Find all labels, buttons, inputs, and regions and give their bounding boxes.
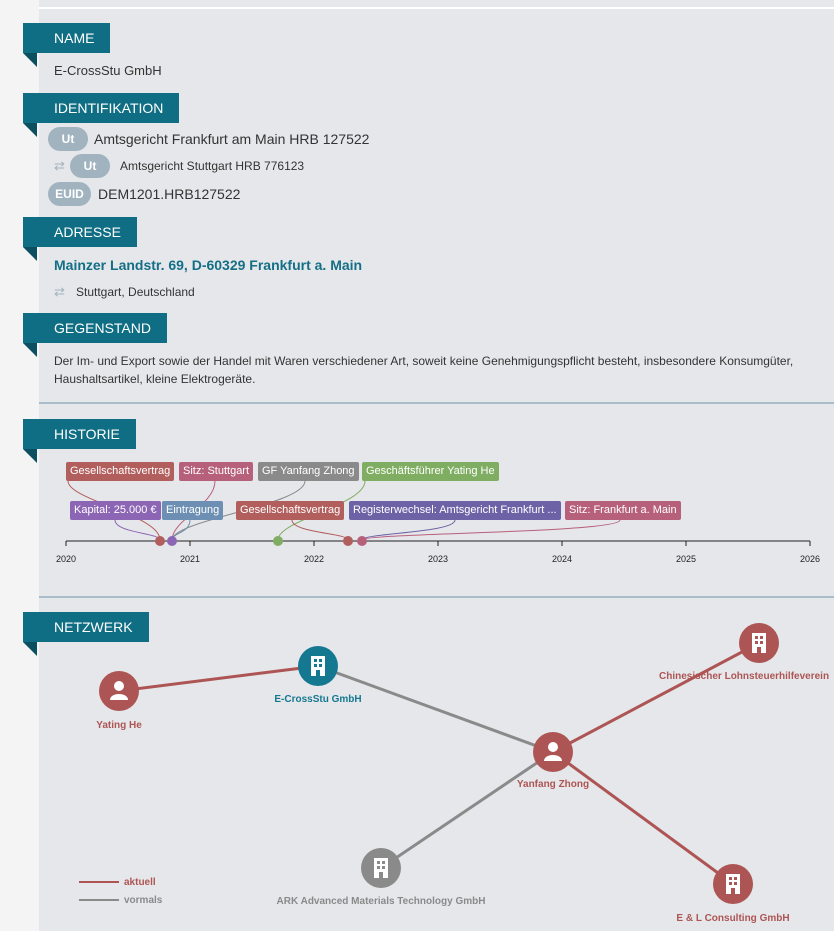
network-node-label: ARK Advanced Materials Technology GmbH xyxy=(277,896,486,907)
timeline-year-label: 2020 xyxy=(56,554,76,564)
register-current: Amtsgericht Frankfurt am Main HRB 127522 xyxy=(94,131,370,147)
timeline-event-label[interactable]: GF Yanfang Zhong xyxy=(258,462,359,481)
euid-badge: EUID xyxy=(48,182,91,206)
register-badge: Ut xyxy=(70,154,110,178)
company-purpose: Der Im- und Export sowie der Handel mit … xyxy=(54,354,794,386)
timeline-event-label[interactable]: Gesellschaftsvertrag xyxy=(66,462,175,481)
network-node-label: Yating He xyxy=(96,720,142,731)
timeline-event-label[interactable]: Registerwechsel: Amtsgericht Frankfurt .… xyxy=(349,501,561,520)
network-graph: Yating He E-CrossStu GmbH Yanfang Zhong … xyxy=(79,623,829,924)
section-divider xyxy=(39,596,834,598)
euid-value: DEM1201.HRB127522 xyxy=(98,186,241,202)
timeline-event-label[interactable]: Geschäftsführer Yating He xyxy=(362,462,499,481)
register-previous: Amtsgericht Stuttgart HRB 776123 xyxy=(120,159,305,173)
company-name: E-CrossStu GmbH xyxy=(54,63,162,78)
register-badge: Ut xyxy=(48,127,88,151)
network-node-e-crossstu[interactable] xyxy=(298,646,338,686)
timeline-dot[interactable] xyxy=(167,536,177,546)
previous-address: Stuttgart, Deutschland xyxy=(76,285,195,299)
network-node-yanfang-zhong[interactable] xyxy=(533,732,573,772)
legend-label: vormals xyxy=(124,895,163,906)
network-edge xyxy=(317,664,554,754)
timeline-event-label[interactable]: Eintragung xyxy=(162,501,224,520)
legend-label: aktuell xyxy=(124,877,156,888)
network-edge xyxy=(118,664,319,693)
section-header-historie: HISTORIE xyxy=(23,419,136,463)
section-header-identifikation: IDENTIFIKATION xyxy=(23,93,180,137)
section-header-netzwerk: NETZWERK xyxy=(23,612,149,656)
network-edge xyxy=(552,750,734,886)
network-node-yating-he[interactable] xyxy=(99,671,139,711)
timeline-event-label[interactable]: Sitz: Frankfurt a. Main xyxy=(565,501,681,520)
network-edge xyxy=(380,750,554,870)
timeline-year-label: 2022 xyxy=(304,554,324,564)
timeline-dot[interactable] xyxy=(357,536,367,546)
network-node-el-consulting[interactable] xyxy=(713,864,753,904)
timeline-connectors: 2020 2021 2022 2023 2024 2025 2026 xyxy=(56,480,820,564)
switch-arrows-icon: ⇄ xyxy=(54,158,65,173)
timeline-year-label: 2026 xyxy=(800,554,820,564)
section-divider xyxy=(39,402,834,404)
network-node-ark[interactable] xyxy=(361,848,401,888)
timeline-year-label: 2023 xyxy=(428,554,448,564)
network-node-label: E & L Consulting GmbH xyxy=(676,913,789,924)
timeline-dot[interactable] xyxy=(273,536,283,546)
network-node-label: Chinesischer Lohnsteuerhilfeverein xyxy=(659,671,829,682)
timeline-dot[interactable] xyxy=(155,536,165,546)
section-header-adresse: ADRESSE xyxy=(23,217,137,261)
address-link[interactable]: Mainzer Landstr. 69, D-60329 Frankfurt a… xyxy=(54,257,363,273)
timeline-event-label[interactable]: Kapital: 25.000 € xyxy=(70,501,161,520)
section-header-gegenstand: GEGENSTAND xyxy=(23,313,167,357)
timeline-event-label[interactable]: Sitz: Stuttgart xyxy=(179,462,254,481)
timeline-year-label: 2024 xyxy=(552,554,572,564)
network-node-lohnsteuerhilfeverein[interactable] xyxy=(739,623,779,663)
timeline-year-label: 2025 xyxy=(676,554,696,564)
network-node-label: E-CrossStu GmbH xyxy=(274,694,361,705)
section-header-name: NAME xyxy=(23,23,111,67)
timeline-year-label: 2021 xyxy=(180,554,200,564)
network-edge xyxy=(552,641,760,754)
timeline-dot[interactable] xyxy=(343,536,353,546)
left-strip xyxy=(0,0,39,931)
switch-arrows-icon: ⇄ xyxy=(54,284,65,299)
timeline-event-label[interactable]: Gesellschaftsvertrag xyxy=(236,501,345,520)
top-divider xyxy=(39,7,834,9)
network-node-label: Yanfang Zhong xyxy=(517,779,589,790)
